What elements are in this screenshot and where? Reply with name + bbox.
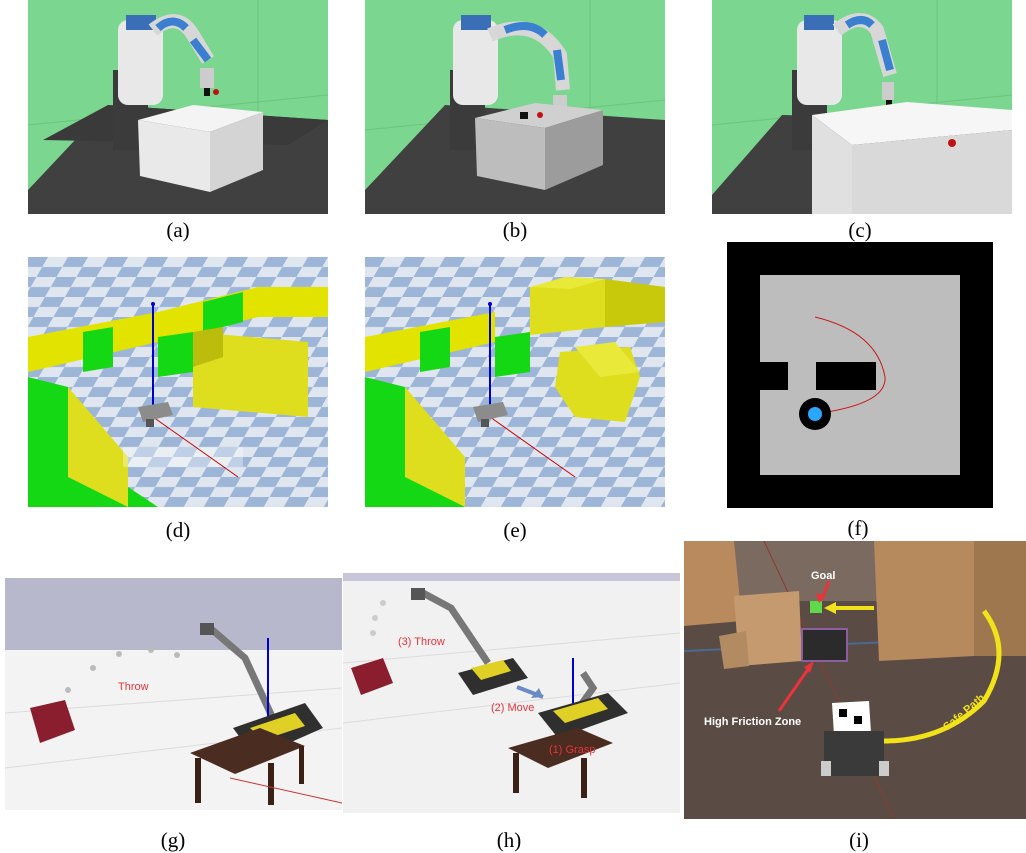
panel-g-throw-sim: Throw <box>5 578 342 810</box>
h-grasp-label: (1) Grasp <box>549 744 595 756</box>
caption-e: (e) <box>503 518 527 542</box>
caption-i: (i) <box>849 828 869 852</box>
high-friction-zone-label: High Friction Zone <box>704 716 801 728</box>
caption-f: (f) <box>847 516 869 540</box>
h-throw-label: (3) Throw <box>398 636 445 648</box>
panel-d-maze-sim <box>28 257 328 507</box>
panel-i-image: Goal High Friction Zone Safe Path <box>684 541 1026 819</box>
caption-c: (c) <box>848 218 872 242</box>
panel-h-image: (3) Throw (2) Move (1) Grasp <box>343 573 680 813</box>
panel-i-real-robot: Goal High Friction Zone Safe Path <box>684 541 1026 819</box>
panel-c-image <box>712 0 1012 214</box>
panel-g-image: Throw <box>5 578 342 810</box>
caption-g: (g) <box>160 828 186 852</box>
throw-label: Throw <box>118 681 149 693</box>
caption-d: (d) <box>165 518 191 542</box>
panel-f-image <box>727 242 993 508</box>
panel-c-fetch-slide <box>712 0 1012 214</box>
caption-b: (b) <box>502 218 528 242</box>
h-move-label: (2) Move <box>491 702 534 714</box>
panel-f-2d-maze <box>727 242 993 508</box>
panel-e-image <box>365 257 665 507</box>
panel-e-maze-sim-blocks <box>365 257 665 507</box>
caption-a: (a) <box>166 218 190 242</box>
caption-h: (h) <box>496 828 522 852</box>
panel-a-fetch-reach <box>28 0 328 214</box>
goal-label: Goal <box>811 570 835 582</box>
panel-h-grasp-move-throw-sim: (3) Throw (2) Move (1) Grasp <box>343 573 680 813</box>
panel-b-image <box>365 0 665 214</box>
panel-b-fetch-push <box>365 0 665 214</box>
panel-a-image <box>28 0 328 214</box>
panel-d-image <box>28 257 328 507</box>
